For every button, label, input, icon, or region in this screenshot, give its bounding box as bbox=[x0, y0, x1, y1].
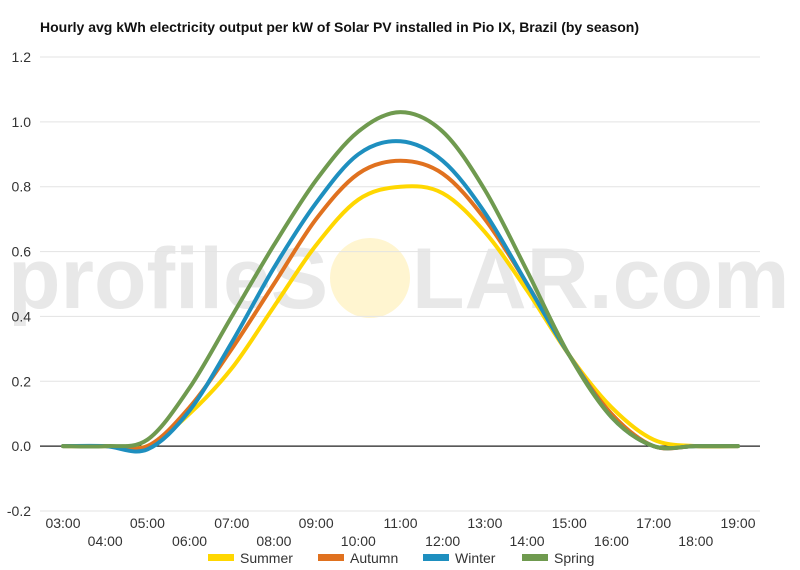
grid bbox=[40, 56, 760, 512]
series-line-autumn bbox=[61, 158, 740, 451]
legend-item-summer: Summer bbox=[208, 550, 293, 566]
x-tick-label: 10:00 bbox=[341, 533, 376, 549]
y-tick-label: 1.0 bbox=[12, 114, 32, 130]
legend-label: Winter bbox=[455, 550, 496, 566]
x-tick-label: 07:00 bbox=[214, 515, 249, 531]
y-tick-label: 0.4 bbox=[12, 308, 32, 324]
series-lines bbox=[61, 110, 740, 454]
x-tick-label: 06:00 bbox=[172, 533, 207, 549]
y-tick-label: 0.6 bbox=[12, 244, 32, 260]
legend-label: Autumn bbox=[350, 550, 398, 566]
y-tick-label: -0.2 bbox=[7, 503, 31, 519]
x-tick-label: 12:00 bbox=[425, 533, 460, 549]
y-tick-label: 1.2 bbox=[12, 49, 32, 65]
x-tick-label: 17:00 bbox=[636, 515, 671, 531]
x-axis-ticks: 03:00 04:00 05:00 06:00 07:00 08:00 09:00 10:00… bbox=[45, 515, 755, 549]
y-tick-label: 0.8 bbox=[12, 179, 32, 195]
x-tick-label: 18:00 bbox=[678, 533, 713, 549]
watermark-text-right: LAR.com bbox=[412, 231, 789, 327]
x-tick-label: 05:00 bbox=[130, 515, 165, 531]
series-line-spring bbox=[61, 110, 740, 451]
legend-swatch bbox=[208, 554, 234, 561]
x-tick-label: 09:00 bbox=[299, 515, 334, 531]
legend-label: Spring bbox=[554, 550, 594, 566]
legend: Summer Autumn Winter Spring bbox=[208, 550, 594, 566]
legend-item-autumn: Autumn bbox=[318, 550, 398, 566]
x-tick-label: 16:00 bbox=[594, 533, 629, 549]
legend-swatch bbox=[522, 554, 548, 561]
x-tick-label: 04:00 bbox=[88, 533, 123, 549]
x-tick-label: 14:00 bbox=[510, 533, 545, 549]
x-tick-label: 15:00 bbox=[552, 515, 587, 531]
legend-item-spring: Spring bbox=[522, 550, 594, 566]
x-tick-label: 19:00 bbox=[720, 515, 755, 531]
legend-label: Summer bbox=[240, 550, 293, 566]
x-tick-label: 13:00 bbox=[467, 515, 502, 531]
x-tick-label: 11:00 bbox=[384, 515, 418, 531]
chart-title: Hourly avg kWh electricity output per kW… bbox=[40, 19, 640, 35]
legend-swatch bbox=[423, 554, 449, 561]
watermark-sun bbox=[330, 238, 410, 318]
y-tick-label: 0.0 bbox=[12, 438, 32, 454]
x-tick-label: 08:00 bbox=[256, 533, 291, 549]
y-tick-label: 0.2 bbox=[12, 373, 32, 389]
y-axis-ticks: -0.2 0.0 0.2 0.4 0.6 0.8 1.0 1.2 bbox=[7, 49, 31, 519]
x-tick-label: 03:00 bbox=[45, 515, 80, 531]
watermark: profileS LAR.com bbox=[8, 231, 789, 327]
legend-swatch bbox=[318, 554, 344, 561]
legend-item-winter: Winter bbox=[423, 550, 496, 566]
watermark-text-left: profileS bbox=[8, 231, 328, 327]
